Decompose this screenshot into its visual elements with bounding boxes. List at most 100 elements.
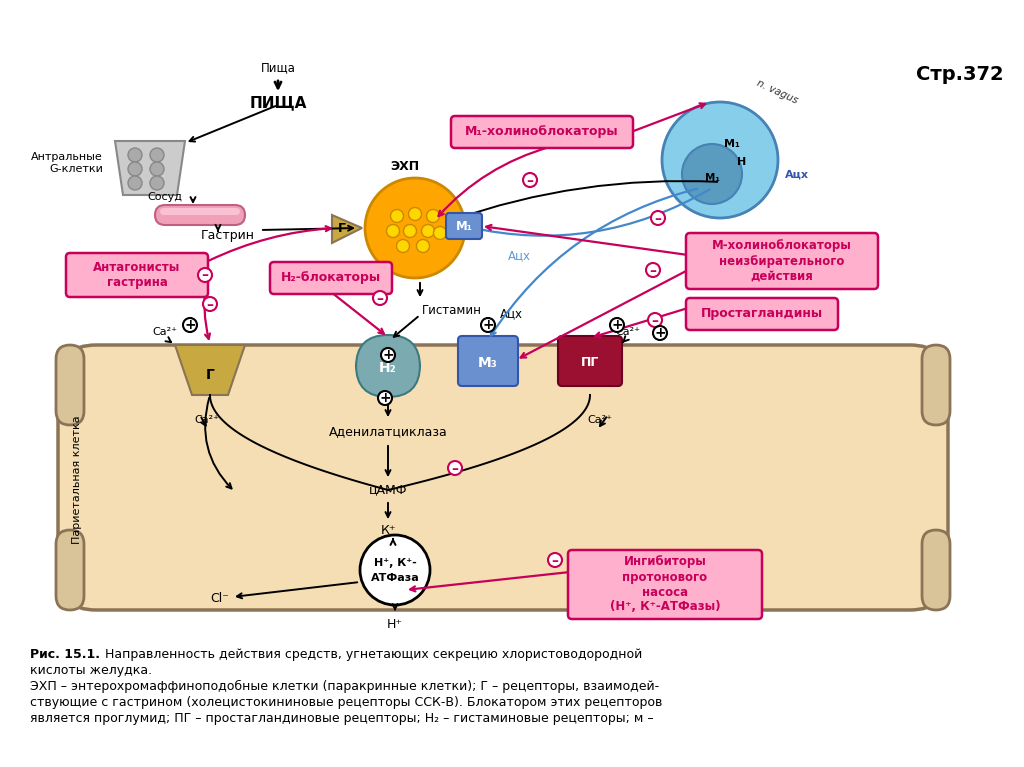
FancyBboxPatch shape	[458, 336, 518, 386]
FancyBboxPatch shape	[686, 298, 838, 330]
Text: кислоты желудка.: кислоты желудка.	[30, 664, 153, 677]
Circle shape	[449, 461, 462, 475]
Circle shape	[409, 208, 422, 220]
Circle shape	[373, 291, 387, 305]
Text: К⁺: К⁺	[380, 524, 395, 536]
Text: Ca²⁺: Ca²⁺	[195, 415, 219, 425]
Circle shape	[548, 553, 562, 567]
Circle shape	[150, 148, 164, 162]
Text: М₁-холиноблокаторы: М₁-холиноблокаторы	[465, 126, 618, 139]
Text: Ацх: Ацх	[508, 249, 531, 262]
Text: –: –	[207, 298, 213, 311]
FancyBboxPatch shape	[558, 336, 622, 386]
Text: Г: Г	[338, 222, 346, 235]
Text: –: –	[526, 173, 534, 187]
Circle shape	[381, 348, 395, 362]
Text: Н₂-блокаторы: Н₂-блокаторы	[281, 272, 381, 285]
Circle shape	[396, 239, 410, 252]
FancyBboxPatch shape	[155, 205, 245, 225]
Text: М-холиноблокаторы
неизбирательного
действия: М-холиноблокаторы неизбирательного дейст…	[712, 239, 852, 282]
FancyBboxPatch shape	[160, 208, 240, 215]
Text: Простагландины: Простагландины	[701, 308, 823, 321]
Circle shape	[403, 225, 417, 238]
Text: n. vagus: n. vagus	[755, 78, 800, 106]
Text: АТФаза: АТФаза	[371, 573, 420, 583]
Text: Г: Г	[206, 368, 214, 382]
Circle shape	[360, 535, 430, 605]
Text: +: +	[611, 318, 623, 332]
FancyBboxPatch shape	[270, 262, 392, 294]
Text: ЭХП: ЭХП	[390, 160, 420, 173]
Text: ПГ: ПГ	[581, 357, 599, 370]
Circle shape	[390, 209, 403, 222]
Circle shape	[662, 102, 778, 218]
Circle shape	[523, 173, 537, 187]
Text: Антральные
G-клетки: Антральные G-клетки	[32, 152, 103, 174]
Text: Антагонисты
гастрина: Антагонисты гастрина	[93, 261, 180, 289]
Circle shape	[427, 209, 439, 222]
Text: Аденилатциклаза: Аденилатциклаза	[329, 426, 447, 439]
Circle shape	[433, 226, 446, 239]
Text: +: +	[382, 348, 394, 362]
Polygon shape	[115, 141, 185, 195]
Circle shape	[653, 326, 667, 340]
Text: Пища: Пища	[260, 61, 296, 74]
Text: +: +	[184, 318, 196, 332]
Text: +: +	[654, 326, 666, 340]
Text: +: +	[379, 391, 391, 405]
Circle shape	[386, 225, 399, 238]
Circle shape	[481, 318, 495, 332]
FancyBboxPatch shape	[451, 116, 633, 148]
FancyBboxPatch shape	[66, 253, 208, 297]
FancyBboxPatch shape	[922, 345, 950, 425]
Text: –: –	[202, 268, 209, 282]
Text: Н: Н	[737, 157, 746, 167]
Circle shape	[610, 318, 624, 332]
FancyBboxPatch shape	[56, 530, 84, 610]
Circle shape	[128, 148, 142, 162]
Text: –: –	[452, 462, 459, 476]
Text: Ацх: Ацх	[500, 308, 523, 321]
Circle shape	[198, 268, 212, 282]
FancyBboxPatch shape	[446, 213, 482, 239]
Circle shape	[128, 162, 142, 176]
Text: Сосуд: Сосуд	[147, 192, 182, 202]
Text: –: –	[654, 212, 662, 225]
FancyBboxPatch shape	[568, 550, 762, 619]
Text: цАМФ: цАМФ	[369, 483, 408, 496]
Text: М₁: М₁	[456, 219, 472, 232]
Text: Париетальная клетка: Париетальная клетка	[72, 416, 82, 545]
Circle shape	[417, 239, 429, 252]
Circle shape	[378, 391, 392, 405]
Text: М₃: М₃	[478, 356, 498, 370]
Text: Гастрин: Гастрин	[201, 229, 255, 242]
FancyBboxPatch shape	[356, 335, 420, 397]
Text: Стр.372: Стр.372	[916, 65, 1004, 84]
Text: Cl⁻: Cl⁻	[211, 591, 229, 604]
Circle shape	[422, 225, 434, 238]
Text: +: +	[482, 318, 494, 332]
Text: Н⁺: Н⁺	[387, 618, 403, 631]
Circle shape	[150, 176, 164, 190]
Text: ЭХП – энтерохромаффиноподобные клетки (паракринные клетки); Г – рецепторы, взаим: ЭХП – энтерохромаффиноподобные клетки (п…	[30, 680, 659, 693]
Polygon shape	[332, 215, 362, 243]
Text: –: –	[651, 314, 658, 328]
Circle shape	[203, 297, 217, 311]
Text: Н⁺, К⁺-: Н⁺, К⁺-	[374, 558, 417, 568]
Circle shape	[648, 313, 662, 327]
FancyBboxPatch shape	[686, 233, 878, 289]
FancyBboxPatch shape	[56, 345, 84, 425]
Text: ПИЩА: ПИЩА	[249, 95, 306, 110]
Circle shape	[183, 318, 197, 332]
Circle shape	[128, 176, 142, 190]
Text: ствующие с гастрином (холецистокининовые рецепторы ССК-В). Блокатором этих рецеп: ствующие с гастрином (холецистокининовые…	[30, 696, 663, 709]
FancyBboxPatch shape	[58, 345, 948, 610]
Circle shape	[150, 162, 164, 176]
FancyBboxPatch shape	[922, 530, 950, 610]
Text: Ca²⁺: Ca²⁺	[588, 415, 612, 425]
Text: Ацх: Ацх	[785, 170, 809, 180]
Circle shape	[651, 211, 665, 225]
Circle shape	[682, 144, 742, 204]
Text: М₁: М₁	[724, 139, 740, 149]
Text: Н₂: Н₂	[379, 361, 397, 375]
